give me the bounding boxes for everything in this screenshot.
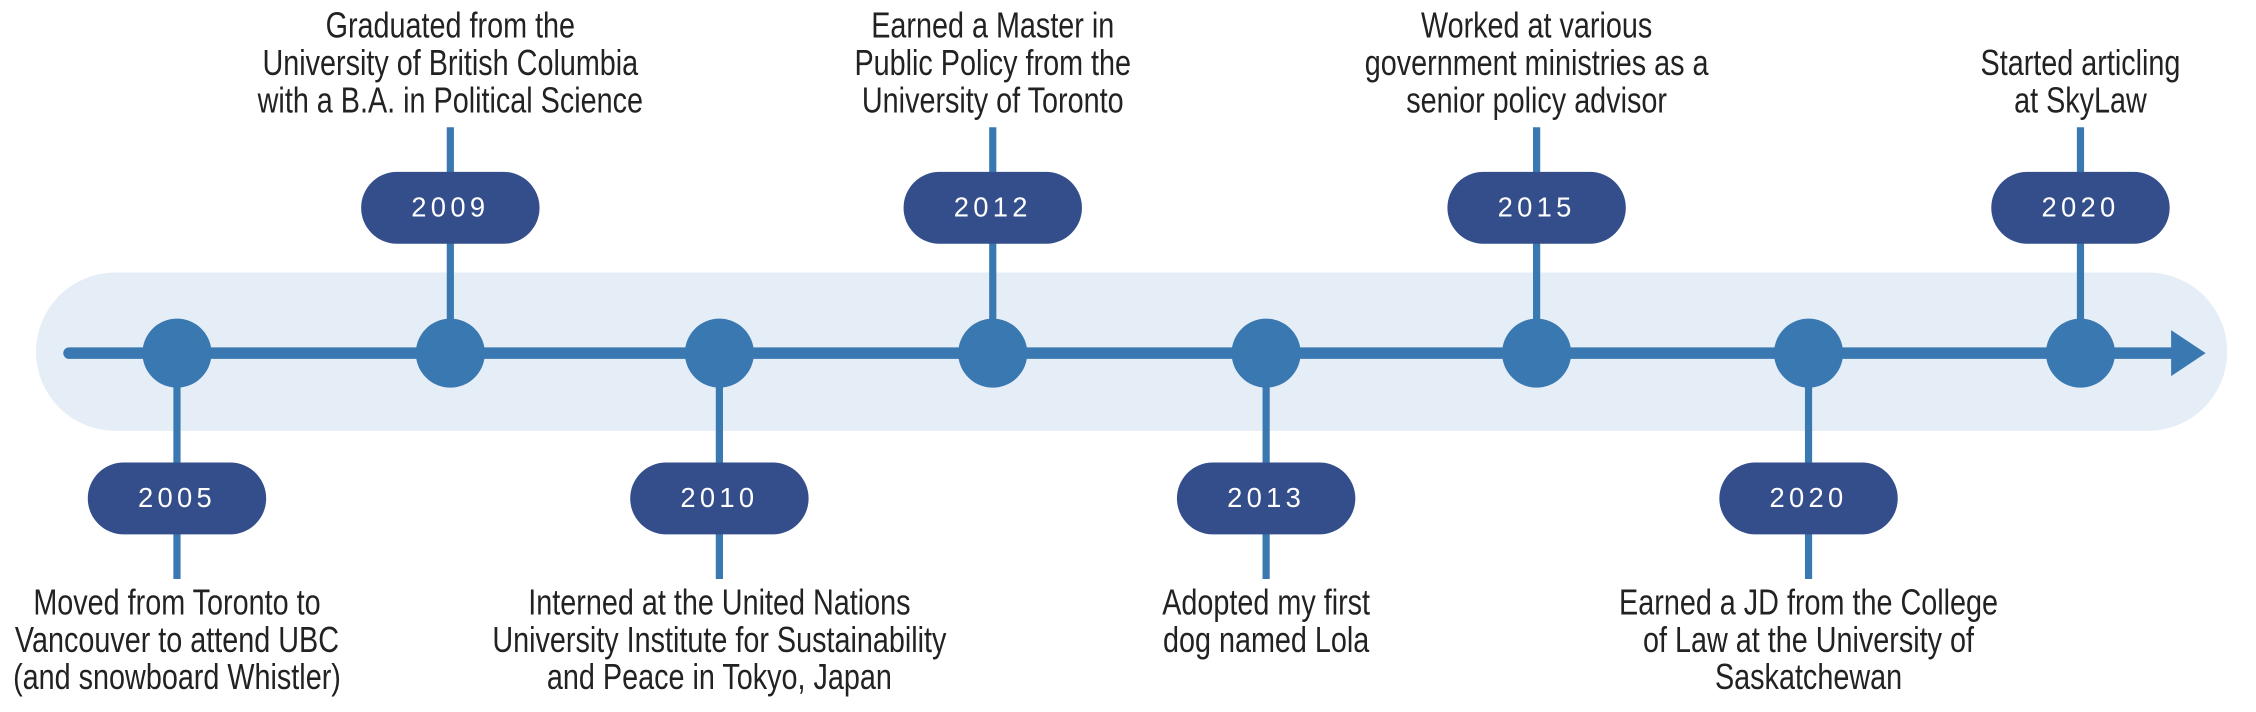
- year-label: 2012: [954, 191, 1032, 222]
- description-line-group: Vancouver to attend UBC: [15, 620, 339, 660]
- description-line-group: with a B.A. in Political Science: [257, 80, 643, 120]
- year-label: 2013: [1227, 482, 1305, 513]
- description-line-group: Worked at various: [1421, 5, 1652, 45]
- year-label: 2020: [2041, 191, 2119, 222]
- milestone-dot: [2045, 318, 2115, 388]
- event-description: senior policy advisor: [1406, 80, 1667, 120]
- description-line-group: and Peace in Tokyo, Japan: [547, 657, 892, 697]
- description-line-group: Earned a Master in: [871, 5, 1114, 45]
- year-pill: [630, 462, 809, 535]
- year-pill: [87, 462, 267, 535]
- event-description: Worked at various: [1421, 5, 1652, 45]
- event-description: University of Toronto: [862, 80, 1124, 120]
- year-label: 2010: [680, 482, 758, 513]
- milestone-dot: [1774, 318, 1844, 388]
- event-description: Earned a JD from the College: [1619, 582, 1998, 622]
- description-line-group: (and snowboard Whistler): [13, 657, 341, 697]
- year-label: 2020: [1770, 482, 1848, 513]
- description-line-group: Graduated from the: [326, 5, 575, 45]
- event-description: with a B.A. in Political Science: [257, 80, 643, 120]
- milestone-dot: [415, 318, 485, 388]
- description-line-group: of Law at the University of: [1643, 620, 1975, 660]
- description-line-group: Started articling: [1981, 43, 2181, 83]
- year-pill: [361, 171, 540, 244]
- description-line-group: Earned a JD from the College: [1619, 582, 1998, 622]
- milestone-dot: [142, 318, 212, 388]
- description-line-group: Public Policy from the: [854, 43, 1131, 83]
- milestone-dot: [1502, 318, 1572, 388]
- event-description: Adopted my first: [1162, 582, 1370, 622]
- event-description: Earned a Master in: [871, 5, 1114, 45]
- description-line-group: University of Toronto: [862, 80, 1124, 120]
- description-line-group: Moved from Toronto to: [33, 582, 320, 622]
- event-description: Moved from Toronto to: [33, 582, 320, 622]
- year-label: 2009: [411, 191, 489, 222]
- description-line-group: senior policy advisor: [1406, 80, 1667, 120]
- year-pill: [1991, 171, 2170, 244]
- milestone-dot: [684, 318, 754, 388]
- event-description: Graduated from the: [326, 5, 575, 45]
- description-line-group: University Institute for Sustainability: [492, 620, 947, 660]
- milestone-dot: [1231, 318, 1301, 388]
- event-description: Saskatchewan: [1715, 657, 1902, 697]
- event-description: and Peace in Tokyo, Japan: [547, 657, 892, 697]
- description-line-group: dog named Lola: [1163, 620, 1370, 660]
- event-description: government ministries as a: [1365, 43, 1710, 83]
- event-description: Interned at the United Nations: [528, 582, 910, 622]
- event-description: Started articling: [1981, 43, 2181, 83]
- year-pill: [1719, 462, 1898, 535]
- event-description: Public Policy from the: [854, 43, 1131, 83]
- description-line-group: at SkyLaw: [2014, 80, 2147, 120]
- description-line-group: Saskatchewan: [1715, 657, 1902, 697]
- description-line-group: Adopted my first: [1162, 582, 1370, 622]
- event-description: of Law at the University of: [1643, 620, 1975, 660]
- event-description: University Institute for Sustainability: [492, 620, 947, 660]
- event-description: dog named Lola: [1163, 620, 1370, 660]
- event-description: University of British Columbia: [262, 43, 638, 83]
- year-label: 2015: [1498, 191, 1576, 222]
- year-pill: [1447, 171, 1626, 244]
- timeline-arrow: [2171, 330, 2206, 377]
- event-description: (and snowboard Whistler): [13, 657, 341, 697]
- milestone-dot: [958, 318, 1028, 388]
- year-pill: [903, 171, 1082, 244]
- year-pill: [1176, 462, 1356, 535]
- year-label: 2005: [138, 482, 216, 513]
- description-line-group: University of British Columbia: [262, 43, 638, 83]
- description-line-group: Interned at the United Nations: [528, 582, 910, 622]
- event-description: Vancouver to attend UBC: [15, 620, 339, 660]
- description-line-group: government ministries as a: [1365, 43, 1710, 83]
- event-description: at SkyLaw: [2014, 80, 2147, 120]
